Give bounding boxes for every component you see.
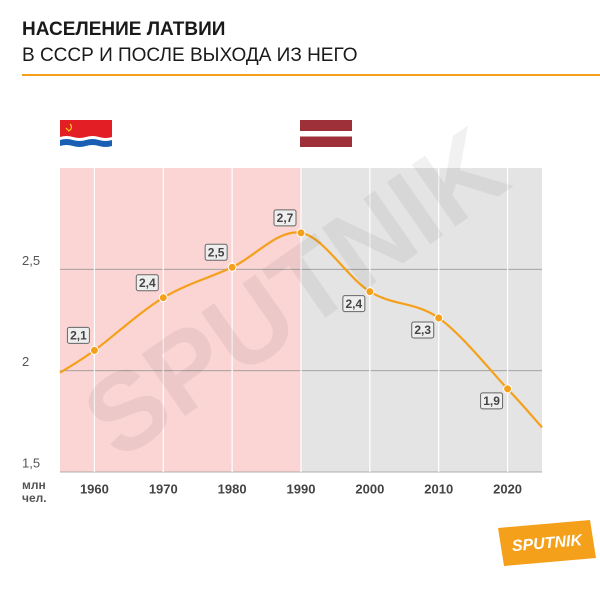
value-label: 2,4	[346, 297, 363, 311]
value-label: 1,9	[483, 394, 500, 408]
value-label-box	[204, 243, 228, 261]
data-point	[503, 384, 513, 394]
value-label-box	[411, 321, 435, 339]
data-point	[365, 287, 375, 297]
chart-title: НАСЕЛЕНИЕ ЛАТВИИ	[22, 19, 225, 40]
x-tick-label: 2010	[424, 481, 453, 496]
data-point	[158, 293, 168, 303]
x-tick-label: 1960	[80, 481, 109, 496]
x-tick-label: 1970	[149, 481, 178, 496]
y-tick-label: 2	[22, 354, 29, 369]
value-label: 2,7	[277, 211, 294, 225]
chart-subtitle: В СССР И ПОСЛЕ ВЫХОДА ИЗ НЕГО	[22, 45, 357, 66]
value-label: 2,4	[139, 276, 156, 290]
data-point	[227, 262, 237, 272]
value-label-box	[66, 326, 90, 344]
data-point	[89, 345, 99, 355]
y-axis-label: млн	[22, 478, 46, 492]
x-tick-label: 1980	[218, 481, 247, 496]
region	[60, 168, 301, 472]
value-label-box	[135, 274, 159, 292]
value-label: 2,5	[208, 245, 225, 259]
value-label-box	[480, 392, 504, 410]
data-point	[296, 228, 306, 238]
flag-latvia	[300, 120, 352, 147]
flag-latvian-ssr	[60, 120, 112, 148]
data-point	[434, 313, 444, 323]
value-label-box	[273, 209, 297, 227]
value-label: 2,3	[414, 323, 431, 337]
x-tick-label: 1990	[287, 481, 316, 496]
x-tick-label: 2000	[355, 481, 384, 496]
value-label-box	[342, 295, 366, 313]
logo-text: SPUTNIK	[511, 532, 584, 555]
region	[301, 168, 542, 472]
y-axis-label: чел.	[22, 491, 47, 505]
value-label: 2,1	[70, 329, 87, 343]
x-tick-label: 2020	[493, 481, 522, 496]
logo-badge: SPUTNIK	[498, 520, 596, 566]
y-tick-label: 1,5	[22, 455, 40, 470]
y-tick-label: 2,5	[22, 253, 40, 268]
